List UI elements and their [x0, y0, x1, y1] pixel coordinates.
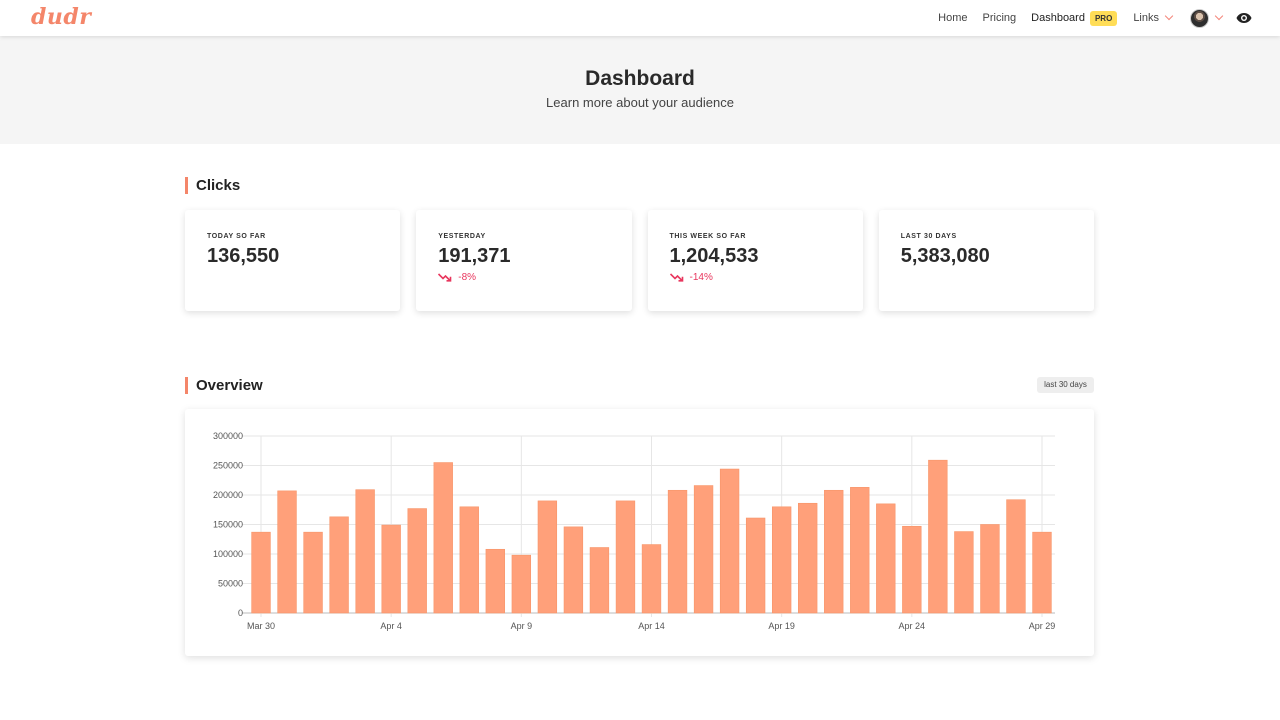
chart-bar [615, 500, 636, 614]
x-tick-label: Apr 4 [380, 621, 402, 631]
x-tick-label: Mar 30 [247, 621, 275, 631]
chart-bar [641, 544, 662, 614]
stat-value: 5,383,080 [900, 245, 990, 267]
chart-bar [407, 508, 427, 614]
y-tick-label: 250000 [213, 461, 243, 471]
chart-bar [277, 490, 297, 614]
chart-bar [563, 526, 584, 614]
stat-delta: -8% [438, 272, 609, 283]
chart-bar [771, 506, 792, 614]
chart-bar [433, 462, 453, 614]
chart-bar [667, 489, 688, 614]
y-tick-label: 150000 [213, 520, 243, 530]
stat-delta: -14% [669, 272, 841, 283]
eye-icon[interactable] [1236, 12, 1252, 24]
page-subtitle: Learn more about your audience [546, 95, 734, 110]
stat-delta-value: -14% [689, 272, 713, 283]
x-tick-label: Apr 24 [899, 621, 926, 631]
trending-down-icon [669, 273, 683, 282]
stat-value: 136,550 [207, 245, 280, 267]
chart-bar [928, 459, 948, 614]
chart-bar [589, 547, 610, 614]
range-badge[interactable]: last 30 days [1037, 377, 1094, 393]
chart-bar [1006, 499, 1026, 614]
overview-section-title: Overview [185, 377, 263, 394]
chart-bar [381, 524, 401, 614]
trending-down-icon [438, 273, 452, 282]
stat-card-last-30-days: LAST 30 DAYS 5,383,080 [878, 210, 1094, 311]
y-tick-label: 100000 [213, 549, 243, 559]
nav-pricing[interactable]: Pricing [982, 12, 1017, 24]
chart-bar [745, 517, 766, 614]
chart-bar [459, 506, 479, 614]
chart-bar [798, 502, 818, 614]
chart-bar [902, 525, 922, 614]
overview-chart-card: 0 50000 100000 150000 200000 250000 300000 Mar … [185, 409, 1094, 656]
navbar: dudr Home Pricing Dashboard PRO Links [0, 0, 1280, 36]
chart-bar [954, 531, 974, 614]
avatar[interactable] [1190, 8, 1209, 28]
stat-card-today: TODAY SO FAR 136,550 [185, 210, 401, 311]
chart-bar [537, 500, 558, 614]
chart-bar [876, 503, 896, 614]
chart-bar [303, 531, 323, 614]
clicks-section-title: Clicks [185, 177, 240, 194]
stat-delta-value: -8% [458, 272, 477, 283]
chart-bar [511, 554, 532, 614]
y-tick-label: 0 [238, 608, 243, 618]
y-tick-label: 50000 [218, 579, 243, 589]
chart-bar [1032, 531, 1052, 614]
stat-label: YESTERDAY [438, 233, 486, 240]
stat-label: THIS WEEK SO FAR [669, 233, 746, 240]
x-tick-label: Apr 9 [511, 621, 533, 631]
stat-card-yesterday: YESTERDAY 191,371 -8% [416, 210, 632, 311]
stat-card-this-week: THIS WEEK SO FAR 1,204,533 -14% [647, 210, 863, 311]
logo[interactable]: dudr [31, 4, 92, 30]
clicks-cards: TODAY SO FAR 136,550 YESTERDAY 191,371 -… [185, 210, 1094, 311]
stat-value: 191,371 [438, 245, 511, 267]
hero-banner: Dashboard Learn more about your audience [0, 36, 1280, 144]
nav-links-label[interactable]: Links [1133, 12, 1159, 24]
chart-bar [355, 489, 375, 614]
chart-bar [980, 524, 1000, 614]
chart-bar [824, 489, 844, 614]
x-tick-label: Apr 29 [1029, 621, 1056, 631]
stat-value: 1,204,533 [669, 245, 759, 267]
y-tick-label: 300000 [213, 431, 243, 441]
chart-bar [719, 468, 740, 614]
pro-badge: PRO [1089, 10, 1118, 26]
x-tick-label: Apr 19 [768, 621, 795, 631]
y-tick-label: 200000 [213, 490, 243, 500]
chevron-down-icon[interactable] [1214, 11, 1224, 21]
page-title: Dashboard [585, 67, 695, 90]
chart-bar [485, 548, 505, 614]
nav-menu: Home Pricing Dashboard PRO Links [923, 0, 1252, 36]
nav-home[interactable]: Home [938, 12, 968, 24]
stat-label: LAST 30 DAYS [900, 233, 957, 240]
stat-label: TODAY SO FAR [207, 233, 266, 240]
chevron-down-icon[interactable] [1164, 11, 1174, 21]
x-tick-label: Apr 14 [638, 621, 665, 631]
chart-bar [850, 487, 870, 614]
chart-bar [693, 485, 714, 614]
nav-links-dropdown[interactable]: Links [1133, 11, 1174, 24]
overview-bar-chart: 0 50000 100000 150000 200000 250000 300000 Mar … [213, 431, 1056, 631]
chart-bar [329, 516, 349, 614]
chart-bar [251, 531, 271, 614]
nav-dashboard[interactable]: Dashboard [1031, 12, 1085, 24]
